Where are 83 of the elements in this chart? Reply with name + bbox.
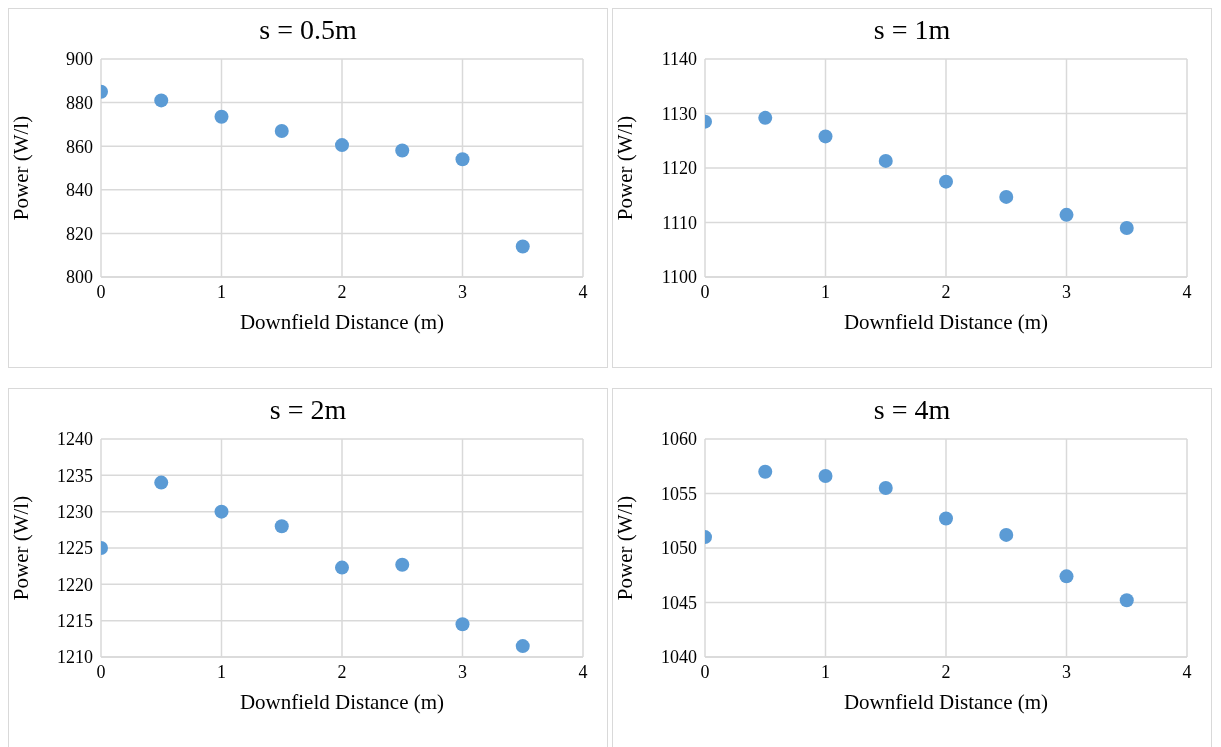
x-tick-label: 1 [821,661,830,682]
y-axis-title: Power (W/l) [9,115,34,221]
point [1059,207,1074,222]
point [395,557,410,572]
chart-title: s = 2m [268,393,348,427]
y-tick-label: 1225 [57,538,93,559]
y-tick-label: 900 [66,49,93,70]
x-axis-title: Downfield Distance (m) [239,690,445,714]
point [154,93,169,108]
y-axis-title: Power (W/l) [613,495,638,601]
point [999,527,1014,542]
x-tick-label: 1 [217,661,226,682]
x-tick-label: 0 [700,661,710,682]
point [758,464,773,479]
point [154,475,169,490]
y-tick-label: 1110 [662,212,697,233]
x-tick-label: 3 [1062,661,1071,682]
point [999,189,1014,204]
point [455,152,470,167]
point [1059,569,1074,584]
x-tick-label: 1 [217,281,226,302]
point [455,617,470,632]
y-tick-label: 800 [66,267,93,288]
point [878,481,893,496]
y-tick-label: 1120 [661,158,697,179]
y-tick-label: 1230 [57,502,93,523]
y-tick-label: 1215 [57,611,93,632]
point [335,560,349,575]
point [939,511,953,526]
x-tick-label: 2 [941,281,951,302]
x-tick-label: 2 [941,661,951,682]
point [395,143,410,158]
y-axis-title: Power (W/l) [613,115,638,221]
point [274,123,289,138]
y-tick-label: 1240 [57,429,93,450]
point [878,153,893,168]
chart-title: s = 4m [872,393,952,427]
y-tick-label: 1055 [661,483,697,504]
point [214,504,229,519]
y-tick-label: 1040 [661,647,697,668]
x-tick-label: 2 [337,281,347,302]
x-tick-label: 0 [700,281,710,302]
x-tick-label: 2 [337,661,347,682]
y-tick-label: 840 [66,180,93,201]
x-tick-label: 0 [96,281,106,302]
y-tick-label: 1130 [661,103,697,124]
x-tick-label: 4 [1182,661,1192,682]
y-tick-label: 1220 [57,574,93,595]
x-tick-label: 1 [821,281,830,302]
x-axis-title: Downfield Distance (m) [843,310,1049,334]
y-tick-label: 1100 [661,267,697,288]
chart-title: s = 0.5m [258,13,358,47]
y-tick-label: 1060 [661,429,697,450]
y-tick-label: 880 [66,92,93,113]
point [515,639,530,654]
y-tick-label: 1210 [57,647,93,668]
y-tick-label: 1140 [661,49,697,70]
point [214,109,229,124]
point [1119,593,1134,608]
point [939,174,953,189]
point [818,469,833,484]
x-tick-label: 3 [1062,281,1071,302]
y-tick-label: 1050 [661,538,697,559]
x-tick-label: 4 [1182,281,1192,302]
x-tick-label: 4 [578,281,588,302]
x-axis-title: Downfield Distance (m) [843,690,1049,714]
point [818,129,833,144]
x-tick-label: 4 [578,661,588,682]
chart-title: s = 1m [872,13,952,47]
y-tick-label: 820 [66,223,93,244]
point [274,519,289,534]
y-tick-label: 1045 [661,592,697,613]
x-tick-label: 3 [458,281,467,302]
x-axis-title: Downfield Distance (m) [239,310,445,334]
x-tick-label: 0 [96,661,106,682]
point [758,110,773,125]
y-axis-title: Power (W/l) [9,495,34,601]
x-tick-label: 3 [458,661,467,682]
y-tick-label: 860 [66,136,93,157]
point [335,138,349,153]
point [515,239,530,254]
y-tick-label: 1235 [57,465,93,486]
point [1119,220,1134,235]
